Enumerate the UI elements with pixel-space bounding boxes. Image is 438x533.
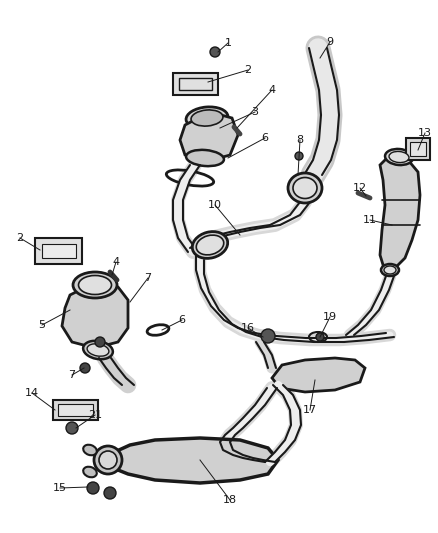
Text: 5: 5 (39, 320, 46, 330)
Circle shape (87, 482, 99, 494)
Polygon shape (58, 404, 93, 416)
Text: 6: 6 (261, 133, 268, 143)
Polygon shape (53, 400, 98, 420)
Text: 11: 11 (363, 215, 377, 225)
Ellipse shape (196, 235, 224, 255)
Text: 21: 21 (88, 410, 102, 420)
Polygon shape (62, 285, 128, 348)
Ellipse shape (99, 451, 117, 469)
Text: 12: 12 (353, 183, 367, 193)
Polygon shape (179, 78, 212, 90)
Text: 7: 7 (68, 370, 76, 380)
Circle shape (66, 422, 78, 434)
Text: 4: 4 (113, 257, 120, 267)
Text: 18: 18 (223, 495, 237, 505)
Ellipse shape (83, 467, 97, 477)
Polygon shape (406, 138, 430, 160)
Text: 7: 7 (145, 273, 152, 283)
Circle shape (104, 487, 116, 499)
Text: 2: 2 (244, 65, 251, 75)
Text: 10: 10 (208, 200, 222, 210)
Ellipse shape (73, 272, 117, 298)
Text: 17: 17 (303, 405, 317, 415)
Circle shape (316, 333, 324, 341)
Text: 13: 13 (418, 128, 432, 138)
Ellipse shape (389, 151, 409, 163)
Text: 15: 15 (53, 483, 67, 493)
Polygon shape (410, 142, 426, 156)
Polygon shape (35, 238, 82, 264)
Polygon shape (180, 112, 238, 162)
Text: 4: 4 (268, 85, 276, 95)
Ellipse shape (192, 232, 228, 259)
Ellipse shape (94, 446, 122, 474)
Polygon shape (108, 438, 278, 483)
Text: 14: 14 (25, 388, 39, 398)
Ellipse shape (191, 110, 223, 126)
Polygon shape (42, 244, 76, 258)
Ellipse shape (384, 266, 396, 274)
Circle shape (295, 152, 303, 160)
Text: 19: 19 (323, 312, 337, 322)
Text: 8: 8 (297, 135, 304, 145)
Circle shape (261, 329, 275, 343)
Text: 3: 3 (251, 107, 258, 117)
Circle shape (210, 47, 220, 57)
Ellipse shape (385, 149, 413, 165)
Polygon shape (272, 358, 365, 392)
Text: 9: 9 (326, 37, 334, 47)
Circle shape (95, 337, 105, 347)
Ellipse shape (87, 344, 109, 356)
Text: 1: 1 (225, 38, 232, 48)
Ellipse shape (293, 177, 317, 198)
Ellipse shape (186, 150, 224, 166)
Ellipse shape (186, 107, 228, 129)
Text: 2: 2 (17, 233, 24, 243)
Ellipse shape (83, 341, 113, 359)
Circle shape (80, 363, 90, 373)
Ellipse shape (381, 264, 399, 276)
Text: 16: 16 (241, 323, 255, 333)
Polygon shape (380, 155, 420, 268)
Polygon shape (173, 73, 218, 95)
Ellipse shape (83, 445, 97, 455)
Ellipse shape (78, 276, 112, 295)
Ellipse shape (288, 173, 322, 203)
Text: 6: 6 (179, 315, 186, 325)
